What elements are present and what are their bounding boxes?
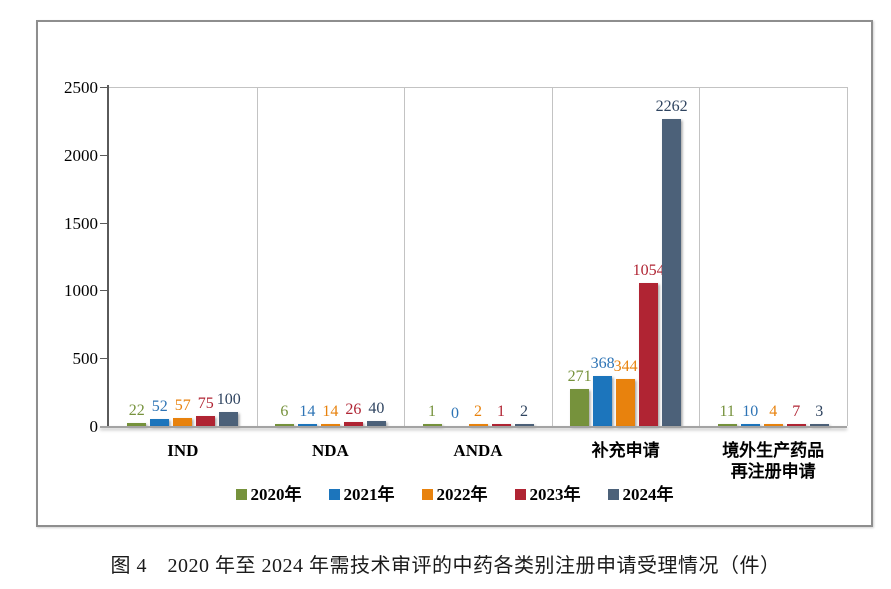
bar-value-label: 11 — [719, 403, 735, 420]
bar-value-label: 10 — [742, 403, 759, 420]
category-label: NDA — [311, 441, 349, 460]
category-label: 境外生产药品 再注册申请 — [722, 441, 825, 481]
legend-swatch-icon — [421, 489, 433, 500]
bar-value-label: 2 — [520, 403, 528, 420]
bar-2020年-NDA — [274, 424, 294, 426]
bar-2021年-补充申请 — [593, 376, 613, 426]
bar-2024年-补充申请 — [662, 119, 682, 426]
y-axis-tick-label: 1500 — [64, 213, 98, 233]
bar-2021年-NDA — [297, 424, 317, 426]
legend-swatch-icon — [514, 489, 526, 500]
bar-2022年-ANDA — [468, 424, 488, 426]
bar-2023年-ANDA — [491, 424, 511, 426]
category-separator — [551, 87, 553, 426]
bar-2022年-境外生产药品 — [763, 424, 783, 426]
legend-item-2020年: 2020年 — [235, 485, 302, 504]
bar-2021年-境外生产药品 — [740, 424, 760, 426]
bar-value-label: 1 — [497, 403, 505, 420]
bar-value-label: 14 — [299, 403, 316, 420]
y-axis-tick-label: 0 — [89, 417, 99, 436]
plot-area: 0 500 1000 1500 2000 2500 22 6 1 271 11 52 14 0 368 10 5… — [38, 22, 871, 525]
bar-2024年-IND — [219, 412, 239, 426]
y-axis-tick-label: 500 — [72, 349, 99, 369]
bar-2023年-IND — [196, 416, 216, 426]
category-separator — [256, 87, 258, 426]
y-axis-tick — [100, 358, 107, 360]
bar-value-label: 52 — [151, 398, 168, 415]
legend-label: 2020年 — [250, 485, 302, 504]
bar-2020年-IND — [127, 423, 147, 426]
legend-item-2021年: 2021年 — [328, 485, 395, 504]
legend-label: 2022年 — [436, 485, 488, 504]
legend-swatch-icon — [235, 489, 247, 500]
bar-value-label: 1054 — [632, 262, 665, 279]
category-label: 补充申请 — [591, 441, 660, 460]
category-label: ANDA — [453, 441, 503, 460]
bar-2023年-补充申请 — [639, 283, 659, 426]
category-label: IND — [167, 441, 199, 460]
y-axis-tick-label: 1000 — [64, 281, 98, 301]
y-axis-tick — [100, 290, 107, 292]
legend-swatch-icon — [328, 489, 340, 500]
figure-caption: 图 4 2020 年至 2024 年需技术审评的中药各类别注册申请受理情况（件） — [110, 555, 781, 577]
y-axis — [107, 85, 109, 426]
bar-2024年-NDA — [366, 421, 386, 426]
bar-2020年-补充申请 — [570, 389, 590, 426]
bar-value-label: 271 — [567, 368, 592, 385]
bar-value-label: 22 — [128, 402, 145, 419]
bar-value-label: 7 — [792, 403, 801, 420]
bar-value-label: 1 — [428, 403, 436, 420]
bar-value-label: 0 — [451, 405, 459, 422]
legend-swatch-icon — [607, 489, 619, 500]
bar-2024年-ANDA — [514, 424, 534, 426]
legend-item-2023年: 2023年 — [514, 485, 581, 504]
bar-2022年-补充申请 — [616, 379, 636, 426]
bar-value-label: 14 — [322, 403, 339, 420]
bar-2021年-IND — [150, 419, 170, 426]
y-axis-tick — [100, 222, 107, 224]
bar-value-label: 344 — [613, 358, 638, 375]
chart-area: 0 500 1000 1500 2000 2500 22 6 1 271 11 52 14 0 368 10 5… — [36, 20, 873, 527]
category-separator — [847, 87, 848, 426]
y-axis-tick — [100, 154, 107, 156]
bar-value-label: 75 — [197, 395, 214, 412]
bar-2024年-境外生产药品 — [809, 424, 829, 426]
legend-label: 2021年 — [343, 485, 395, 504]
bar-value-label: 57 — [174, 397, 191, 414]
bar-value-label: 6 — [280, 403, 289, 420]
legend-item-2022年: 2022年 — [421, 485, 488, 504]
bar-2022年-IND — [173, 418, 193, 426]
x-axis-line — [100, 426, 847, 428]
legend-label: 2023年 — [529, 485, 581, 504]
category-separator — [699, 87, 701, 426]
y-axis-tick — [100, 87, 107, 88]
bar-value-label: 2 — [474, 403, 482, 420]
bar-2020年-境外生产药品 — [717, 424, 737, 426]
y-axis-tick-label: 2000 — [64, 145, 98, 165]
bar-value-label: 100 — [216, 391, 241, 408]
plot-top-border — [109, 87, 847, 88]
bar-value-label: 3 — [815, 403, 824, 420]
chart-legend: 2020年 2021年 2022年 2023年 2024年 — [38, 486, 871, 503]
bar-2020年-ANDA — [422, 424, 442, 426]
category-separator — [404, 87, 406, 426]
bar-value-label: 368 — [590, 355, 615, 372]
bar-value-label: 4 — [769, 403, 778, 420]
legend-item-2024年: 2024年 — [607, 485, 674, 504]
bar-2023年-NDA — [343, 422, 363, 426]
bar-2022年-NDA — [320, 424, 340, 426]
bar-2023年-境外生产药品 — [786, 424, 806, 426]
legend-label: 2024年 — [622, 485, 674, 504]
bar-value-label: 40 — [368, 400, 385, 417]
y-axis-tick-label: 2500 — [64, 78, 98, 97]
bar-value-label: 26 — [345, 401, 362, 418]
bar-value-label: 2262 — [655, 98, 688, 115]
